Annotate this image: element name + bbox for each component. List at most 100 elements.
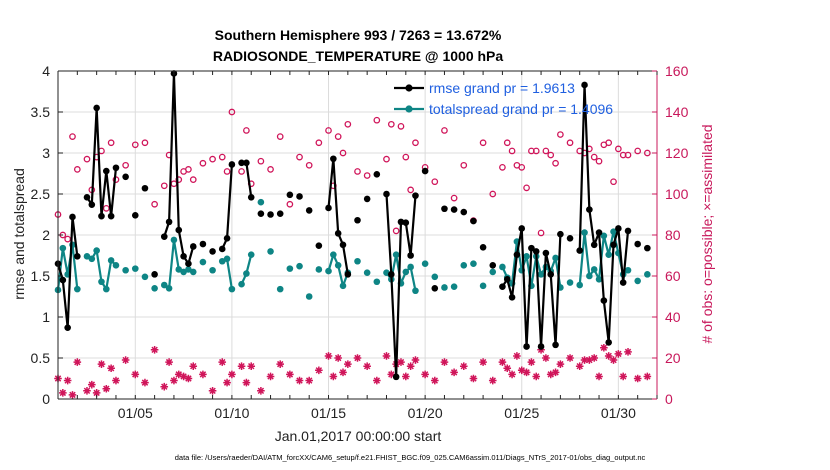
spread-point bbox=[103, 285, 110, 293]
obs-assimilated-point bbox=[199, 370, 207, 379]
legend-rmse-label: rmse grand pr = 1.9613 bbox=[429, 80, 575, 96]
obs-assimilated-point bbox=[498, 358, 507, 366]
obs-possible-point bbox=[595, 157, 603, 165]
rmse-point bbox=[605, 339, 612, 346]
rmse-point bbox=[286, 191, 294, 199]
obs-assimilated-point bbox=[208, 387, 217, 395]
obs-possible-point bbox=[615, 145, 622, 153]
obs-assimilated-point bbox=[315, 366, 323, 375]
y-tick-label-left: 0.5 bbox=[31, 350, 51, 366]
chart-title: Southern Hemisphere 993 / 7263 = 13.672% bbox=[215, 27, 502, 43]
rmse-point bbox=[586, 206, 593, 213]
obs-possible-point bbox=[450, 194, 458, 202]
spread-point bbox=[59, 244, 67, 252]
spread-point bbox=[238, 280, 245, 288]
spread-point bbox=[334, 262, 342, 269]
obs-possible-point bbox=[267, 166, 274, 173]
spread-point bbox=[460, 262, 468, 269]
obs-assimilated-point bbox=[353, 354, 362, 362]
x-tick-label: 01/20 bbox=[408, 405, 443, 421]
spread-point bbox=[160, 281, 168, 289]
spread-point bbox=[581, 229, 588, 236]
spread-point bbox=[489, 268, 497, 276]
rmse-point bbox=[537, 343, 545, 350]
spread-point bbox=[513, 238, 521, 245]
obs-possible-point bbox=[387, 120, 395, 128]
spread-point bbox=[615, 249, 622, 257]
obs-possible-point bbox=[334, 133, 342, 140]
obs-assimilated-point bbox=[165, 358, 173, 366]
spread-point bbox=[586, 272, 593, 280]
spread-point bbox=[98, 278, 105, 286]
obs-possible-point bbox=[83, 155, 91, 163]
obs-assimilated-point bbox=[242, 378, 251, 387]
obs-assimilated-point bbox=[305, 376, 313, 385]
obs-assimilated-point bbox=[551, 368, 560, 377]
rmse-point bbox=[576, 247, 584, 254]
spread-point bbox=[325, 267, 332, 275]
obs-assimilated-point bbox=[382, 352, 391, 360]
spread-point bbox=[305, 293, 313, 300]
y-tick-label-right: 160 bbox=[665, 63, 689, 79]
rmse-point bbox=[131, 212, 139, 219]
rmse-point bbox=[566, 234, 574, 242]
rmse-point bbox=[624, 227, 632, 235]
obs-possible-point bbox=[499, 164, 506, 171]
rmse-point bbox=[165, 218, 173, 226]
obs-assimilated-point bbox=[102, 384, 111, 393]
obs-possible-point bbox=[98, 147, 105, 155]
rmse-point bbox=[532, 248, 540, 255]
rmse-point bbox=[228, 161, 236, 168]
spread-point bbox=[412, 287, 419, 295]
plot-area bbox=[54, 70, 652, 399]
spread-point bbox=[165, 285, 173, 292]
chart-subtitle: RADIOSONDE_TEMPERATURE @ 1000 hPa bbox=[213, 48, 504, 64]
spread-point bbox=[339, 282, 347, 290]
obs-assimilated-point bbox=[609, 356, 618, 364]
y-axis-label-right: # of obs: o=possible; ×=assimilated bbox=[699, 124, 715, 343]
obs-assimilated-point bbox=[68, 391, 77, 399]
spread-point bbox=[363, 269, 371, 277]
y-tick-label-left: 1 bbox=[42, 309, 50, 325]
rmse-point bbox=[373, 171, 381, 178]
spread-point bbox=[247, 251, 255, 258]
obs-possible-point bbox=[315, 139, 323, 147]
rmse-point bbox=[412, 192, 419, 199]
obs-assimilated-point bbox=[527, 358, 536, 366]
obs-assimilated-point bbox=[517, 366, 526, 375]
obs-possible-point bbox=[383, 155, 390, 163]
obs-assimilated-point bbox=[218, 358, 227, 366]
rmse-point bbox=[513, 251, 521, 258]
obs-possible-point bbox=[141, 139, 149, 147]
obs-assimilated-point bbox=[174, 370, 183, 379]
obs-possible-point bbox=[460, 161, 468, 169]
rmse-point bbox=[175, 226, 183, 234]
y-tick-label-left: 3.5 bbox=[31, 104, 51, 120]
rmse-point bbox=[508, 294, 516, 301]
obs-assimilated-point bbox=[566, 354, 574, 362]
rmse-point bbox=[180, 253, 187, 260]
obs-assimilated-point bbox=[59, 389, 67, 397]
rmse-point bbox=[407, 252, 414, 259]
obs-possible-point bbox=[257, 157, 265, 165]
spread-point bbox=[286, 265, 294, 272]
obs-assimilated-point bbox=[228, 370, 236, 379]
obs-possible-point bbox=[339, 149, 347, 157]
rmse-point bbox=[402, 219, 410, 226]
spread-point bbox=[74, 285, 81, 293]
obs-possible-point bbox=[218, 153, 226, 161]
obs-assimilated-point bbox=[266, 372, 275, 381]
spread-point bbox=[151, 285, 158, 292]
obs-possible-point bbox=[581, 149, 588, 157]
spread-point bbox=[634, 277, 641, 285]
rmse-point bbox=[276, 210, 284, 217]
obs-possible-point bbox=[402, 153, 410, 161]
obs-assimilated-point bbox=[184, 374, 193, 383]
obs-assimilated-point bbox=[150, 346, 159, 354]
rmse-point bbox=[557, 230, 564, 238]
spread-point bbox=[267, 248, 274, 255]
obs-assimilated-point bbox=[92, 389, 101, 397]
obs-assimilated-point bbox=[329, 372, 338, 381]
rmse-point bbox=[209, 248, 216, 255]
obs-possible-point bbox=[566, 139, 574, 147]
